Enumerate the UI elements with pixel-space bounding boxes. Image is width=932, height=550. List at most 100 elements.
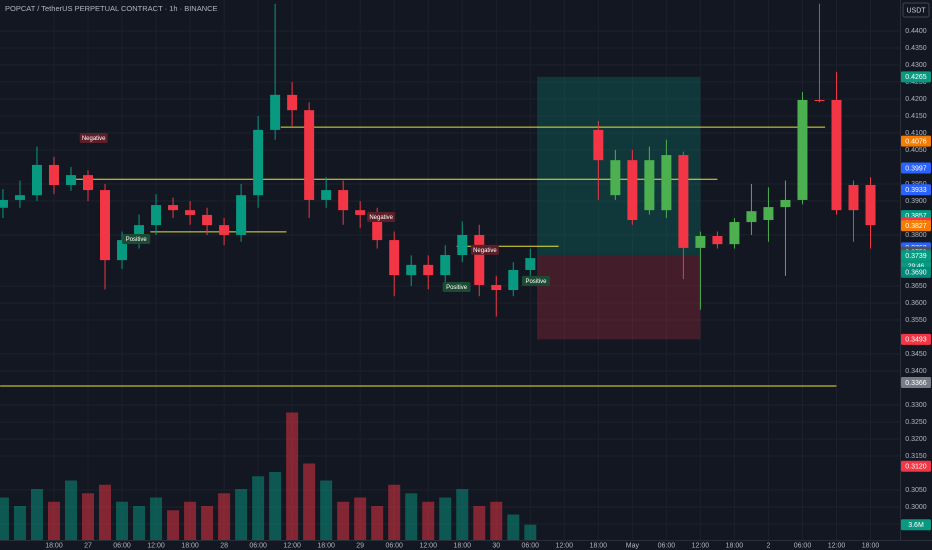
signal-label-box [442, 282, 471, 293]
volume-bar [64, 480, 77, 540]
stop-zone [537, 255, 701, 340]
candle-body [610, 160, 621, 196]
y-tick-label: 0.3200 [905, 436, 927, 443]
x-tick-label: 12:00 [283, 542, 301, 549]
y-tick-label: 0.4200 [905, 96, 927, 103]
volume-bar [422, 501, 435, 540]
volume-bar [99, 484, 112, 540]
y-tick-label: 0.3650 [905, 283, 927, 290]
candle-body [287, 94, 298, 111]
price-badge [901, 71, 931, 83]
volume-bar [354, 497, 367, 540]
candle-body [134, 225, 145, 241]
volume-bar [150, 497, 163, 540]
volume-bar [235, 489, 248, 540]
x-tick-label: 06:00 [385, 542, 403, 549]
signal-label-box [79, 133, 108, 144]
price-badge-label: 0.4265 [905, 74, 927, 81]
candle-body [117, 240, 128, 261]
volume-bar [0, 497, 9, 540]
y-tick-label: 0.3150 [905, 453, 927, 460]
x-tick-label: 30 [492, 542, 500, 549]
x-tick-label: 06:00 [113, 542, 131, 549]
volume-bar [439, 497, 452, 540]
currency[interactable]: USDT [906, 7, 926, 14]
candle-body [321, 190, 332, 200]
x-tick-label: 18:00 [181, 542, 199, 549]
x-tick-label: 06:00 [658, 542, 676, 549]
candle-body [151, 205, 162, 226]
signal-label: Negative [473, 248, 497, 254]
volume-bar [13, 506, 26, 540]
candle-body [338, 190, 349, 211]
y-tick-label: 0.3400 [905, 368, 927, 375]
x-tick-label: May [626, 542, 640, 549]
y-tick-label: 0.3300 [905, 402, 927, 409]
y-tick-label: 0.3250 [905, 419, 927, 426]
y-tick-label: 0.4150 [905, 113, 927, 120]
candle-body [236, 195, 247, 235]
y-tick-label: 0.3900 [905, 198, 927, 205]
price-badge [901, 250, 931, 262]
countdown: 29:46 [908, 263, 925, 270]
candle-body [100, 190, 111, 261]
price-badge-label: 0.3120 [905, 464, 927, 471]
candle-body [253, 129, 264, 196]
candle-body [304, 110, 315, 200]
candle-body [372, 214, 383, 241]
price-badge-label: 0.3827 [905, 223, 927, 230]
candle-body [219, 225, 230, 235]
price-badge [901, 460, 931, 472]
volume-bar [116, 501, 129, 540]
candle-body [474, 234, 485, 285]
volume-bar [490, 501, 503, 540]
candle-body [678, 155, 689, 248]
x-tick-label: 18:00 [862, 542, 880, 549]
volume-bar [201, 506, 214, 540]
y-tick-label: 0.4400 [905, 28, 927, 35]
volume-bar [473, 506, 486, 540]
price-badge-label: 0.3493 [905, 337, 927, 344]
currency-button[interactable] [902, 2, 930, 18]
price-badge-label: 0.3690 [905, 270, 927, 277]
candle-body [729, 222, 740, 245]
x-tick-label: 12:00 [419, 542, 437, 549]
volume-bar [184, 501, 197, 540]
candle-body [644, 160, 655, 211]
x-tick-label: 12:00 [828, 542, 846, 549]
price-badge [901, 184, 931, 196]
x-tick-label: 2 [766, 542, 770, 549]
candle-body [14, 195, 25, 200]
price-badge [901, 377, 931, 389]
volume-bar [286, 412, 299, 540]
y-tick-label: 0.3800 [905, 232, 927, 239]
price-badge [901, 266, 931, 278]
candle-body [168, 205, 179, 211]
volume-badge [901, 519, 931, 531]
signal-label: Positive [525, 279, 547, 285]
y-tick-label: 0.4100 [905, 130, 927, 137]
candle-body [406, 264, 417, 276]
y-tick-label: 0.4050 [905, 147, 927, 154]
signal-label: Negative [369, 215, 393, 221]
x-tick-label: 06:00 [249, 542, 267, 549]
volume-bar [371, 506, 384, 540]
chart-title: POPCAT / TetherUS PERPETUAL CONTRACT · 1… [5, 4, 218, 13]
signal-label: Positive [446, 285, 468, 291]
signal-label-box [122, 234, 151, 245]
candle-body [848, 184, 859, 211]
x-tick-label: 18:00 [590, 542, 608, 549]
volume-bar [456, 489, 469, 540]
signal-label-box [470, 244, 499, 255]
y-tick-label: 0.3050 [905, 487, 927, 494]
x-tick-label: 06:00 [794, 542, 812, 549]
volume-bar [337, 501, 350, 540]
signal-label-box [521, 275, 550, 286]
volume-bar [388, 484, 401, 540]
candle-body [593, 129, 604, 161]
x-tick-label: 18:00 [453, 542, 471, 549]
volume-badge-label: 3.6M [908, 522, 924, 529]
signal-label: Negative [82, 136, 106, 142]
candle-body [185, 210, 196, 215]
